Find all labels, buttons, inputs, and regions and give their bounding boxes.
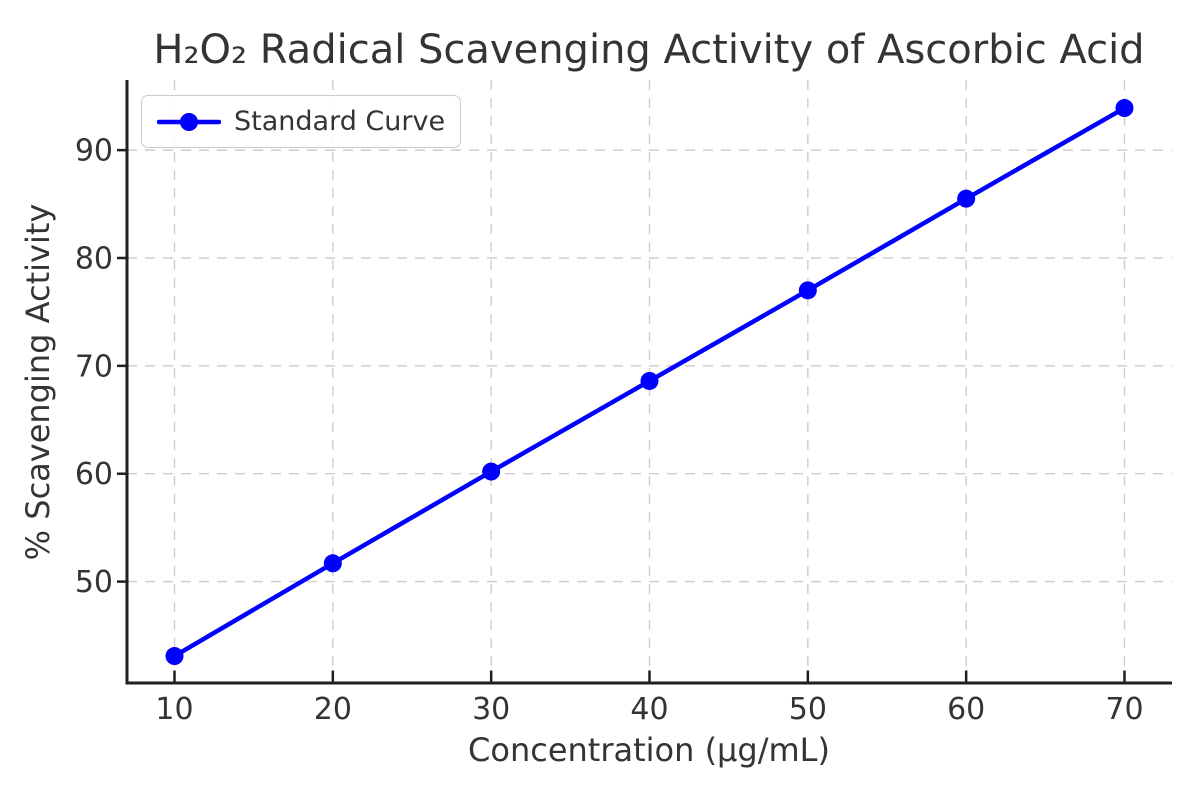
- y-tick-label: 80: [75, 241, 113, 276]
- data-point-marker: [957, 189, 976, 208]
- y-tick-label: 60: [75, 457, 113, 492]
- data-point-marker: [640, 371, 659, 390]
- x-tick-label: 20: [314, 692, 352, 727]
- x-tick-label: 50: [789, 692, 827, 727]
- x-tick-label: 70: [1105, 692, 1143, 727]
- x-tick-label: 40: [630, 692, 668, 727]
- legend-line-marker-icon: [157, 112, 221, 131]
- data-point-marker: [1115, 99, 1134, 118]
- data-point-marker: [798, 281, 817, 300]
- data-point-marker: [482, 462, 501, 481]
- legend: Standard Curve: [141, 95, 462, 148]
- chart-title: H₂O₂ Radical Scavenging Activity of Asco…: [153, 27, 1145, 73]
- x-tick-label: 30: [472, 692, 510, 727]
- data-point-marker: [165, 647, 184, 666]
- y-axis-title: % Scavenging Activity: [19, 203, 57, 561]
- legend-marker-sample: [180, 112, 198, 131]
- y-tick-label: 70: [75, 349, 113, 384]
- y-tick-label: 90: [75, 134, 113, 169]
- x-tick-label: 10: [155, 692, 193, 727]
- y-tick-label: 50: [75, 565, 113, 600]
- x-tick-label: 60: [947, 692, 985, 727]
- legend-label: Standard Curve: [234, 106, 446, 137]
- data-point-marker: [323, 554, 342, 573]
- x-axis-title: Concentration (µg/mL): [468, 731, 830, 769]
